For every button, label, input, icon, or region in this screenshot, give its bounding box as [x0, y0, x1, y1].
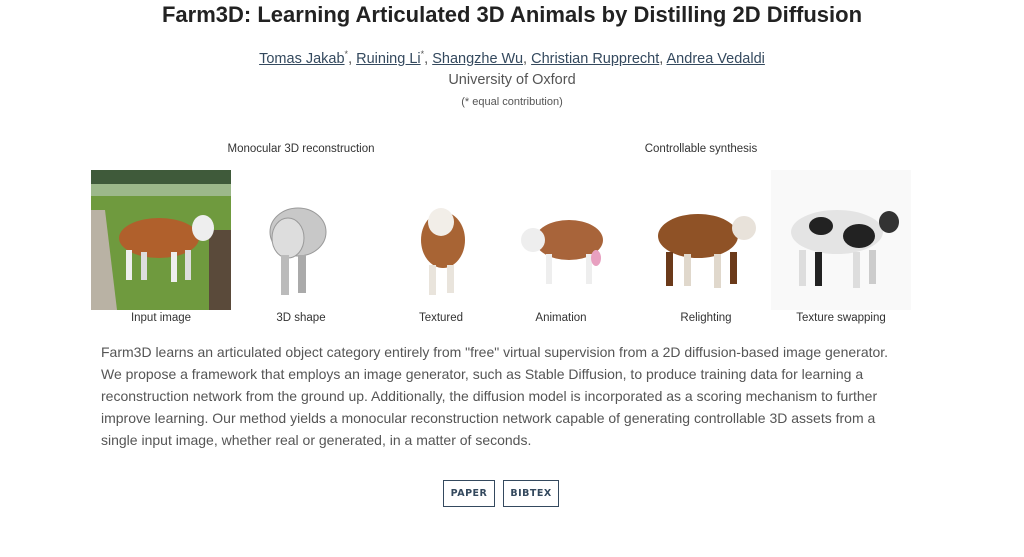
input-image — [91, 170, 231, 310]
relighting-image — [658, 214, 756, 288]
equal-contribution-note: (* equal contribution) — [461, 96, 563, 108]
equal-mark: * — [420, 49, 425, 59]
equal-mark: * — [344, 49, 349, 59]
textured-image — [421, 208, 465, 295]
sep: , — [659, 50, 667, 67]
paper-button[interactable]: PAPER — [443, 480, 495, 507]
author-link[interactable]: Christian Rupprecht — [531, 50, 660, 67]
abstract: Farm3D learns an articulated object cate… — [101, 344, 889, 448]
page-title: Farm3D: Learning Articulated 3D Animals … — [161, 2, 863, 27]
sep: , — [348, 50, 357, 67]
affiliation: University of Oxford — [448, 72, 576, 88]
sep: , — [523, 50, 532, 67]
animation-image — [521, 220, 603, 284]
author-list: Tomas Jakab*, Ruining Li*, Shangzhe Wu, … — [0, 49, 1024, 67]
author-link[interactable]: Ruining Li — [356, 50, 421, 67]
author-link[interactable]: Tomas Jakab — [259, 50, 345, 67]
section-label-reconstruction: Monocular 3D reconstruction — [227, 143, 375, 155]
caption: Relighting — [680, 312, 732, 324]
author-link[interactable]: Andrea Vedaldi — [666, 50, 765, 67]
caption: 3D shape — [276, 312, 326, 324]
caption: Texture swapping — [796, 312, 886, 324]
author-link[interactable]: Shangzhe Wu — [432, 50, 524, 67]
bibtex-button[interactable]: BIBTEX — [503, 480, 559, 507]
sep: , — [424, 50, 433, 67]
caption: Animation — [535, 312, 587, 324]
texture-swapping-image — [771, 170, 911, 310]
section-label-synthesis: Controllable synthesis — [644, 143, 758, 155]
caption: Input image — [130, 312, 192, 324]
caption: Textured — [418, 312, 464, 324]
3d-shape-image — [269, 207, 327, 295]
